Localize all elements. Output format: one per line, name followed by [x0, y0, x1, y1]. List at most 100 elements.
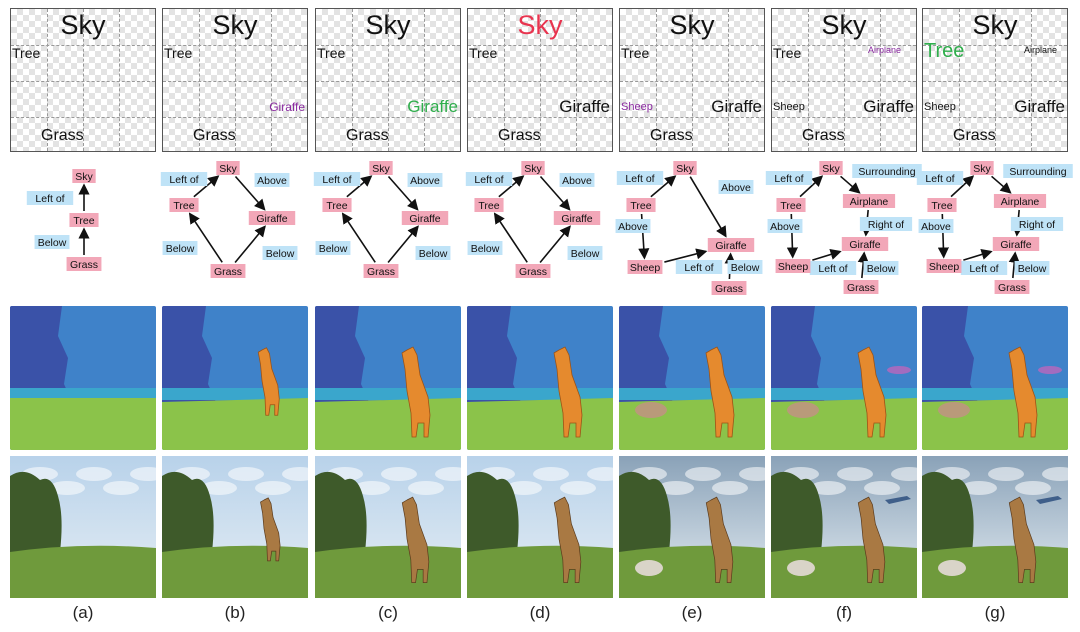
- panel-column: Sky Tree Sheep Giraffe Grass Left of Above Abov…: [615, 0, 765, 632]
- canvas-grid-line: [199, 9, 200, 151]
- graph-relation-text: Below: [319, 243, 348, 255]
- layout-label-giraffe[interactable]: Giraffe: [407, 97, 458, 116]
- layout-label-sky[interactable]: Sky: [365, 10, 411, 40]
- graph-relation-label: Below: [567, 246, 603, 260]
- layout-label-tree[interactable]: Tree: [621, 45, 650, 61]
- generated-image-svg: [467, 456, 613, 598]
- graph-edge-arrow: [234, 175, 266, 211]
- layout-label-sky[interactable]: Sky: [517, 10, 563, 40]
- layout-label-sky[interactable]: Sky: [669, 10, 715, 40]
- segmentation-svg: [922, 306, 1068, 450]
- layout-label-airplane[interactable]: Airplane: [868, 45, 902, 55]
- layout-label-giraffe[interactable]: Giraffe: [269, 100, 305, 114]
- layout-label-sheep[interactable]: Sheep: [924, 101, 956, 113]
- photo-sheep: [635, 560, 663, 576]
- photo-sheep: [938, 560, 966, 576]
- canvas-grid-line: [163, 117, 307, 118]
- photo-giraffe: [553, 496, 582, 583]
- photo-giraffe: [401, 496, 430, 583]
- graph-node-text: Sky: [219, 163, 237, 175]
- segmentation-map: [467, 306, 613, 450]
- graph-relation-text: Right of: [868, 219, 904, 231]
- canvas-grid-line: [119, 9, 120, 151]
- layout-label-giraffe[interactable]: Giraffe: [711, 97, 762, 116]
- layout-label-tree[interactable]: Tree: [317, 45, 346, 61]
- layout-label-grass[interactable]: Grass: [498, 127, 541, 144]
- graph-node-text: Sheep: [929, 261, 960, 273]
- layout-label-airplane[interactable]: Airplane: [1024, 45, 1058, 55]
- seg-airplane-region: [1038, 366, 1062, 374]
- canvas-grid-line: [47, 9, 48, 151]
- graph-node-text: Grass: [715, 283, 743, 295]
- layout-label-grass[interactable]: Grass: [650, 127, 693, 144]
- layout-label-sky[interactable]: Sky: [60, 10, 106, 40]
- seg-tree-region: [771, 306, 825, 406]
- graph-node-text: Sky: [372, 163, 390, 175]
- graph-edge-arrow: [991, 175, 1012, 194]
- layout-canvas: Sky Tree Grass: [10, 8, 156, 152]
- graph-relation-text: Below: [38, 237, 67, 249]
- graph-relation-label: Right of: [1010, 217, 1064, 231]
- graph-node-sheep: Sheep: [926, 259, 962, 273]
- graph-node-grass: Grass: [363, 264, 399, 278]
- seg-horizon-band: [922, 388, 1068, 400]
- graph-relation-text: Above: [562, 175, 592, 187]
- panel-column: Sky Tree Giraffe Grass Left of Above Below Belo…: [465, 0, 613, 632]
- graph-node-text: Giraffe: [409, 213, 440, 225]
- layout-canvas: Sky Tree Airplane Sheep Giraffe Grass: [922, 8, 1068, 152]
- photo-cloud: [961, 481, 997, 495]
- canvas-grid-line: [1031, 9, 1032, 151]
- graph-node-text: Grass: [214, 266, 242, 278]
- layout-label-tree[interactable]: Tree: [164, 45, 193, 61]
- graph-edge-arrow: [193, 175, 220, 198]
- layout-label-sky[interactable]: Sky: [821, 10, 867, 40]
- graph-node-sky: Sky: [673, 161, 697, 175]
- layout-label-sky[interactable]: Sky: [972, 10, 1018, 40]
- layout-label-giraffe[interactable]: Giraffe: [559, 97, 610, 116]
- scene-graph: Left of Surrounding Right of Above Left of Be…: [916, 161, 1073, 294]
- graph-node-sky: Sky: [369, 161, 393, 175]
- segmentation-map: [771, 306, 917, 450]
- graph-relation-text: Below: [731, 262, 760, 274]
- graph-relation-text: Above: [257, 175, 287, 187]
- generated-image-svg: [922, 456, 1068, 598]
- graph-relation-label: Below: [727, 260, 763, 274]
- layout-label-grass[interactable]: Grass: [193, 127, 236, 144]
- graph-relation-text: Below: [1018, 263, 1047, 275]
- layout-label-giraffe[interactable]: Giraffe: [863, 97, 914, 116]
- graph-node-text: Sky: [524, 163, 542, 175]
- graph-relation-text: Below: [419, 248, 448, 260]
- graph-relation-text: Above: [721, 182, 751, 194]
- canvas-grid-line: [620, 81, 764, 82]
- layout-label-sky[interactable]: Sky: [212, 10, 258, 40]
- seg-tree-region: [315, 306, 369, 406]
- graph-relation-label: Below: [415, 246, 451, 260]
- layout-label-sheep[interactable]: Sheep: [621, 101, 653, 113]
- seg-sheep-region: [635, 402, 667, 418]
- graph-relation-text: Left of: [969, 263, 998, 275]
- graph-node-text: Giraffe: [561, 213, 592, 225]
- layout-label-sheep[interactable]: Sheep: [773, 101, 805, 113]
- graph-relation-text: Below: [867, 263, 896, 275]
- layout-label-tree[interactable]: Tree: [469, 45, 498, 61]
- graph-node-text: Sky: [676, 163, 694, 175]
- layout-label-tree[interactable]: Tree: [12, 45, 41, 61]
- graph-node-text: Grass: [847, 282, 875, 294]
- layout-label-tree[interactable]: Tree: [773, 45, 802, 61]
- photo-cloud: [103, 481, 139, 495]
- layout-label-grass[interactable]: Grass: [41, 127, 84, 144]
- layout-label-grass[interactable]: Grass: [802, 127, 845, 144]
- graph-relation-label: Left of: [675, 260, 723, 274]
- generated-image: [467, 456, 613, 598]
- graph-node-grass: Grass: [711, 281, 747, 295]
- photo-cloud: [381, 467, 417, 481]
- graph-node-text: Tree: [478, 200, 499, 212]
- layout-label-grass[interactable]: Grass: [346, 127, 389, 144]
- graph-relation-text: Above: [618, 221, 648, 233]
- photo-cloud: [988, 467, 1024, 481]
- layout-label-giraffe[interactable]: Giraffe: [1014, 97, 1065, 116]
- layout-label-tree[interactable]: Tree: [924, 40, 965, 62]
- photo-trees: [771, 471, 823, 556]
- layout-label-grass[interactable]: Grass: [953, 127, 996, 144]
